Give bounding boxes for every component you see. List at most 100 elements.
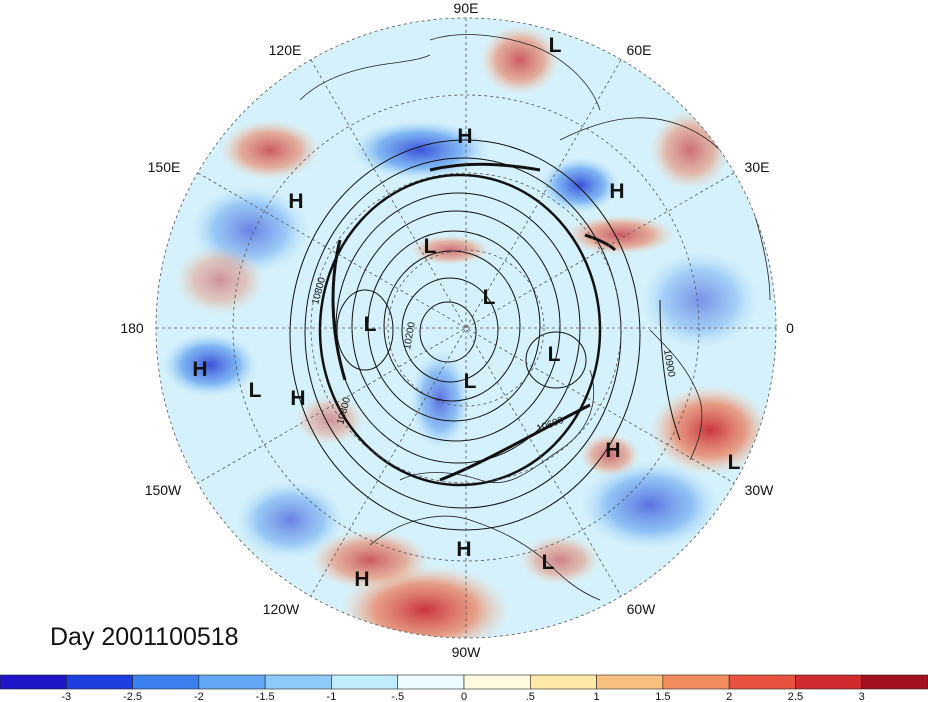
colorbar-tick-label: -3 (61, 691, 71, 702)
pressure-center-label: L (548, 343, 561, 366)
pressure-center-label: H (605, 439, 620, 462)
latitude-circle (310, 172, 622, 484)
colorbar-swatch (397, 674, 465, 690)
day-label: Day 2001100518 (50, 623, 239, 651)
pressure-center-label: H (354, 568, 369, 591)
pressure-center-label: H (290, 387, 305, 410)
pressure-center-label: L (542, 551, 555, 574)
contour-line (304, 157, 622, 509)
pressure-center-label: L (249, 379, 262, 402)
colorbar-swatch (264, 674, 332, 690)
meridian-line (310, 59, 622, 597)
colorbar-tick-label: 1 (594, 691, 600, 702)
contour-line (351, 210, 561, 442)
pressure-center-label: H (457, 125, 472, 148)
colorbar-tick-label: 2 (726, 691, 732, 702)
longitude-label-0: 0 (786, 320, 794, 336)
warm-anomaly-region (410, 235, 490, 265)
cold-anomaly-region (162, 333, 258, 397)
colorbar-swatch (795, 674, 863, 690)
contour-line (419, 301, 477, 363)
graticule (155, 17, 777, 639)
longitude-label-120e: 120E (269, 42, 302, 58)
contour-value-label: 10900 (661, 349, 677, 379)
colorbar-swatch (861, 674, 928, 690)
colorbar-tick-label: 2.5 (788, 691, 803, 702)
longitude-labels: 90E 60E 30E 0 30W 60W 90W 120W 150W 180 … (120, 0, 794, 660)
pressure-center-label: H (288, 190, 303, 213)
contour-line (439, 403, 591, 482)
contour-line (318, 173, 602, 487)
colorbar-tick-label: -1.5 (256, 691, 275, 702)
contour-line (289, 139, 641, 531)
longitude-label-60e: 60E (627, 42, 652, 58)
map-boundary (155, 17, 777, 639)
contour-line (429, 162, 541, 172)
warm-anomaly-region (310, 530, 430, 590)
colorbar-tick-label: 1.5 (655, 691, 670, 702)
cold-anomaly-region (640, 250, 760, 350)
colorbar-tick-label: -.5 (391, 691, 404, 702)
meridian-line (310, 59, 622, 597)
warm-anomaly-region (650, 110, 730, 190)
map-disc (155, 17, 777, 639)
pressure-center-label: L (424, 235, 437, 258)
longitude-label-90w: 90W (452, 644, 482, 660)
longitude-label-90e: 90E (454, 0, 479, 16)
colorbar-swatch (132, 674, 200, 690)
contour-line (584, 233, 617, 252)
warm-anomaly-region (650, 385, 770, 475)
contour-line (383, 250, 521, 402)
contour-line (331, 239, 347, 381)
warm-anomaly-region (220, 120, 320, 180)
longitude-label-30e: 30E (745, 159, 770, 175)
contour-line (336, 289, 394, 371)
contour-line (367, 230, 541, 422)
colorbar-swatch (198, 674, 266, 690)
warm-anomaly-region (480, 25, 560, 95)
colorbar-tick-label: -1 (327, 691, 337, 702)
longitude-label-150e: 150E (148, 159, 181, 175)
latitude-circle (387, 249, 545, 407)
warm-anomaly-region (295, 395, 365, 445)
longitude-label-150w: 150W (145, 482, 182, 498)
latitude-circle (232, 94, 700, 562)
contour-line (525, 331, 587, 389)
height-contours (289, 139, 681, 531)
pressure-center-label: L (728, 451, 741, 474)
cold-anomaly-region (580, 460, 720, 550)
colorbar-tick-label: -2 (194, 691, 204, 702)
warm-anomaly-region (175, 245, 265, 315)
colorbar-swatch (728, 674, 796, 690)
pressure-center-label: L (464, 370, 477, 393)
colorbar: -3 -2.5 -2 -1.5 -1 -.5 0 .5 1 1.5 2 2.5 3 (0, 674, 928, 702)
meridian-line (197, 172, 735, 484)
contour-line (659, 299, 681, 441)
pressure-center-label: L (364, 313, 377, 336)
contour-line (401, 277, 499, 383)
colorbar-tick-label: .5 (526, 691, 535, 702)
colorbar-swatch (463, 674, 531, 690)
meridian-line (197, 172, 735, 484)
pressure-center-label: L (483, 286, 496, 309)
warm-anomaly-region (565, 215, 675, 255)
colorbar-swatch (596, 674, 664, 690)
colorbar-swatch (0, 674, 67, 690)
colorbar-swatch (65, 674, 133, 690)
pressure-center-label: H (456, 538, 471, 561)
colorbar-swatch (331, 674, 399, 690)
colorbar-tick-label: 0 (461, 691, 467, 702)
colorbar-swatch (662, 674, 730, 690)
longitude-label-60w: 60W (627, 601, 657, 617)
longitude-label-120w: 120W (263, 601, 300, 617)
pressure-center-label: H (609, 180, 624, 203)
anomaly-field (162, 25, 771, 638)
colorbar-swatch (529, 674, 597, 690)
longitude-label-30w: 30W (745, 482, 775, 498)
colorbar-tick-label: -2.5 (123, 691, 142, 702)
warm-anomaly-region (520, 535, 600, 585)
contour-value-label: 10200 (402, 321, 418, 351)
cold-anomaly-region (235, 480, 345, 560)
pressure-center-label: L (549, 34, 562, 57)
